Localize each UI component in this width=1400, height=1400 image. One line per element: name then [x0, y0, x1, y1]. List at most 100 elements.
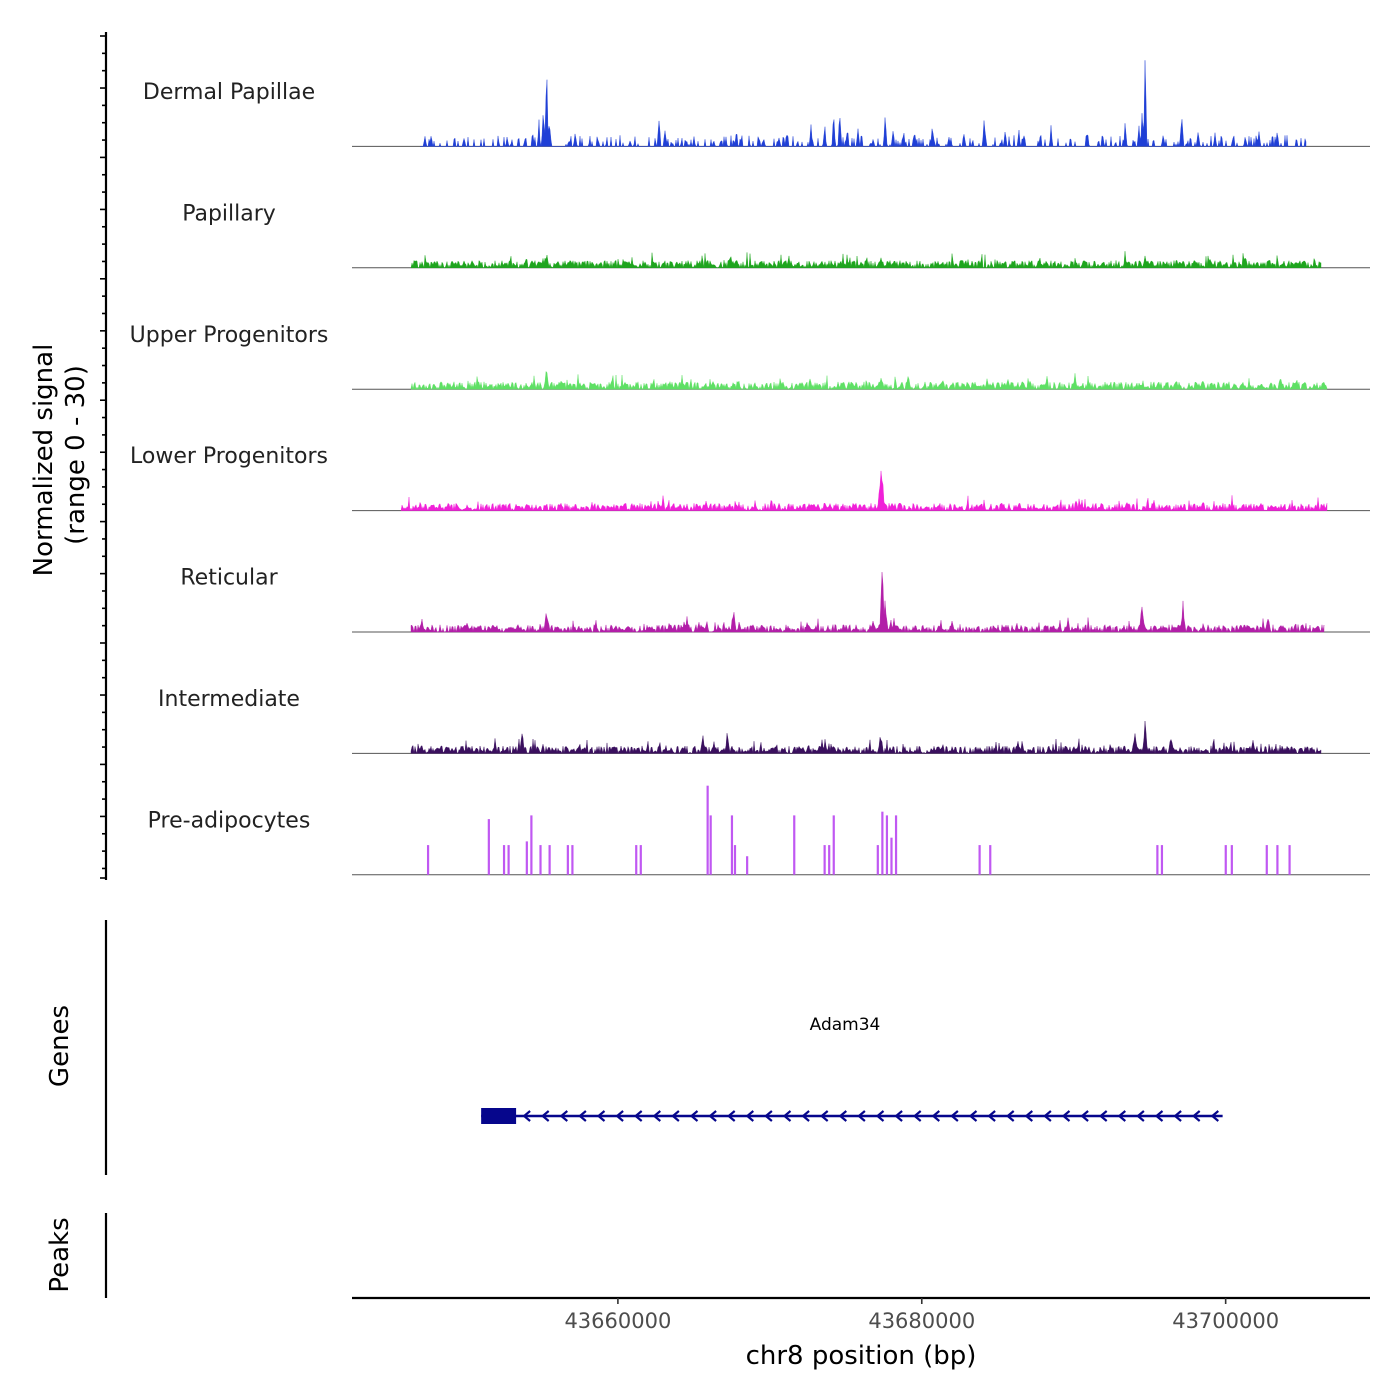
track-label: Lower Progenitors: [130, 444, 328, 469]
gene-exon: [481, 1108, 517, 1124]
track-label: Dermal Papillae: [143, 80, 315, 105]
strand-arrow: [1117, 1110, 1126, 1122]
strand-arrow: [522, 1110, 531, 1122]
y-axis-label: Normalized signal: [29, 344, 59, 577]
strand-arrow: [615, 1110, 624, 1122]
signal-spike: [978, 845, 981, 875]
track-papillary: Papillary: [182, 201, 1370, 269]
track-label: Papillary: [182, 201, 276, 226]
genes-panel-label: Genes: [45, 1005, 75, 1087]
strand-arrow: [894, 1110, 903, 1122]
strand-arrow: [801, 1110, 810, 1122]
signal-spike: [507, 845, 510, 875]
gene-track: Adam34: [481, 1015, 1223, 1124]
x-tick-label: 43680000: [868, 1309, 975, 1333]
track-intermediate: Intermediate: [158, 687, 1370, 755]
signal-spike: [539, 845, 542, 875]
strand-arrow: [1210, 1110, 1219, 1122]
strand-arrow: [726, 1110, 736, 1122]
signal-area: [420, 60, 1307, 148]
signal-spike: [635, 845, 638, 875]
signal-spike: [525, 841, 528, 875]
signal-area: [410, 251, 1322, 269]
signal-spike: [1288, 845, 1291, 875]
signal-area: [410, 572, 1325, 633]
track-lower-progenitors: Lower Progenitors: [130, 444, 1370, 512]
track-label: Intermediate: [158, 687, 300, 712]
strand-arrow: [652, 1110, 661, 1122]
signal-spike: [1224, 845, 1227, 875]
signal-spike: [1265, 845, 1268, 875]
strand-arrow: [1061, 1110, 1071, 1122]
strand-arrow: [1136, 1110, 1145, 1122]
signal-spike: [706, 785, 709, 875]
strand-arrow: [857, 1110, 866, 1122]
strand-arrow: [1173, 1110, 1182, 1122]
track-pre-adipocytes: Pre-adipocytes: [148, 785, 1370, 876]
signal-area: [410, 720, 1322, 755]
strand-arrow: [1098, 1110, 1108, 1122]
strand-arrow: [633, 1110, 643, 1122]
strand-arrow: [1080, 1110, 1089, 1122]
strand-arrow: [689, 1110, 699, 1122]
signal-spike: [426, 845, 430, 875]
gene-name-label: Adam34: [810, 1015, 881, 1035]
x-tick-label: 43700000: [1172, 1309, 1279, 1333]
strand-arrow: [782, 1110, 792, 1122]
strand-arrow: [950, 1110, 959, 1122]
signal-area: [410, 370, 1328, 390]
signal-spike: [639, 845, 642, 875]
signal-spike: [793, 815, 796, 875]
signal-spike: [530, 815, 533, 875]
track-upper-progenitors: Upper Progenitors: [130, 323, 1370, 390]
strand-arrow: [708, 1110, 717, 1122]
track-reticular: Reticular: [180, 566, 1370, 633]
strand-arrow: [819, 1110, 829, 1122]
strand-arrow: [671, 1110, 680, 1122]
coverage-y-ticks: [100, 35, 106, 879]
signal-spike: [876, 845, 879, 875]
strand-arrow: [1154, 1110, 1164, 1122]
strand-arrow: [912, 1110, 922, 1122]
signal-spike: [733, 845, 737, 875]
signal-spike: [548, 845, 551, 875]
signal-spike: [1156, 845, 1159, 875]
track-label: Pre-adipocytes: [148, 808, 311, 833]
signal-spike: [502, 845, 506, 875]
strand-arrow: [1191, 1110, 1201, 1122]
signal-spike: [828, 845, 831, 875]
signal-spike: [730, 815, 734, 875]
strand-arrow: [578, 1110, 587, 1122]
signal-spike: [894, 815, 898, 875]
signal-spike: [885, 815, 889, 875]
signal-spike: [1276, 845, 1279, 875]
signal-spike: [746, 856, 749, 875]
strand-arrow: [968, 1110, 978, 1122]
strand-arrow: [875, 1110, 885, 1122]
signal-spike: [709, 815, 712, 875]
strand-arrow: [559, 1110, 568, 1122]
strand-arrow: [1043, 1110, 1052, 1122]
x-axis-label: chr8 position (bp): [746, 1341, 977, 1371]
track-label: Reticular: [180, 566, 278, 591]
x-tick-label: 43660000: [564, 1309, 671, 1333]
strand-arrow: [745, 1110, 754, 1122]
signal-spike: [566, 845, 569, 875]
strand-arrow: [596, 1110, 606, 1122]
signal-spike: [832, 815, 835, 875]
strand-arrow: [1005, 1110, 1015, 1122]
signal-spike: [989, 845, 992, 875]
coverage-tracks: Dermal Papillae Papillary Upper Progenitor…: [130, 60, 1370, 876]
signal-spike: [1230, 845, 1233, 875]
strand-arrow: [838, 1110, 847, 1122]
signal-spike: [881, 811, 884, 875]
track-label: Upper Progenitors: [130, 323, 329, 348]
strand-arrow: [764, 1110, 773, 1122]
strand-arrow: [987, 1110, 996, 1122]
x-axis-ticks: 43660000 43680000 43700000: [564, 1298, 1279, 1333]
signal-spike: [890, 837, 893, 875]
strand-arrow: [540, 1110, 550, 1122]
track-dermal-papillae: Dermal Papillae: [143, 60, 1370, 148]
signal-area: [400, 470, 1328, 512]
